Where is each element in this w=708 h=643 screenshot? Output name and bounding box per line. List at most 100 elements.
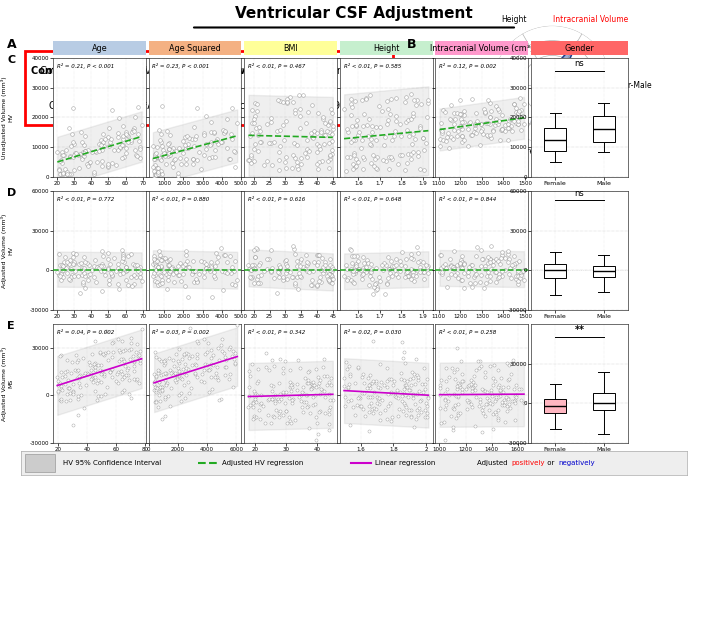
Point (243, 154, 254, 165)
Point (178, 148, 189, 158)
Point (219, 361, 231, 372)
Point (105, 259, 116, 269)
Point (350, 261, 361, 271)
Point (65, 264, 76, 275)
Point (390, 111, 401, 121)
Point (418, 133, 429, 143)
Point (165, 368, 176, 378)
Point (261, 119, 273, 129)
Point (518, 398, 530, 408)
Point (119, 152, 130, 163)
Point (178, 363, 189, 374)
Point (159, 358, 171, 368)
Point (274, 96, 285, 106)
Point (64, 383, 75, 394)
Point (72, 372, 83, 383)
Point (406, 264, 417, 274)
Point (205, 260, 217, 270)
Point (327, 120, 338, 131)
Point (493, 104, 504, 114)
Point (287, 271, 298, 282)
Point (171, 146, 182, 156)
Point (289, 152, 300, 163)
Point (53, 249, 64, 259)
Point (164, 266, 176, 276)
Point (356, 270, 367, 280)
Point (108, 253, 120, 263)
Point (99, 349, 110, 359)
Point (227, 104, 238, 114)
Point (278, 410, 289, 421)
Point (76, 390, 87, 401)
Point (313, 381, 324, 391)
Point (323, 276, 334, 286)
Point (113, 367, 124, 377)
Point (396, 390, 407, 401)
Point (382, 273, 394, 284)
Point (382, 115, 394, 125)
Point (312, 281, 323, 291)
Point (499, 253, 510, 263)
Point (476, 384, 488, 394)
Point (438, 104, 449, 114)
Point (209, 127, 220, 138)
Point (318, 268, 329, 278)
Point (406, 367, 418, 377)
Point (485, 133, 496, 143)
Point (319, 257, 331, 267)
Point (92, 391, 103, 401)
Point (326, 275, 337, 285)
Text: Confounder-adjusted ventricular CSF volume = measured ventricular: Confounder-adjusted ventricular CSF volu… (40, 66, 378, 76)
Point (89, 386, 101, 396)
Point (290, 108, 301, 118)
Point (323, 127, 334, 137)
Point (273, 394, 284, 404)
Point (439, 417, 450, 428)
Point (440, 363, 452, 373)
Point (98, 251, 109, 261)
Point (371, 392, 382, 402)
Point (299, 397, 310, 407)
Point (295, 253, 307, 264)
Point (198, 150, 210, 160)
Point (503, 374, 514, 384)
Point (462, 140, 473, 150)
Point (204, 365, 215, 376)
Point (190, 359, 201, 369)
Point (57, 265, 69, 275)
Point (198, 267, 210, 277)
Point (506, 369, 517, 379)
Point (351, 251, 362, 262)
Point (149, 376, 160, 386)
Point (200, 140, 212, 150)
Point (407, 139, 418, 149)
Point (292, 164, 304, 174)
Point (268, 411, 279, 421)
Point (367, 392, 378, 402)
Point (91, 377, 103, 388)
PathPatch shape (593, 393, 615, 410)
Point (201, 144, 212, 154)
Point (506, 396, 518, 406)
Point (232, 320, 243, 331)
Point (361, 120, 372, 131)
Point (510, 107, 521, 118)
Point (421, 401, 433, 411)
Point (472, 356, 484, 366)
Text: R² = 0.04, P = 0.002: R² = 0.04, P = 0.002 (57, 329, 114, 335)
Point (367, 408, 378, 418)
Point (301, 390, 312, 400)
PathPatch shape (544, 264, 566, 278)
Point (347, 258, 358, 269)
Point (74, 372, 85, 383)
Point (182, 131, 193, 141)
Point (287, 395, 298, 405)
Point (105, 365, 117, 375)
Point (324, 151, 336, 161)
Point (403, 115, 414, 125)
Point (314, 378, 325, 388)
Point (217, 285, 228, 295)
Point (130, 374, 142, 385)
Point (269, 398, 280, 408)
Point (67, 270, 78, 280)
